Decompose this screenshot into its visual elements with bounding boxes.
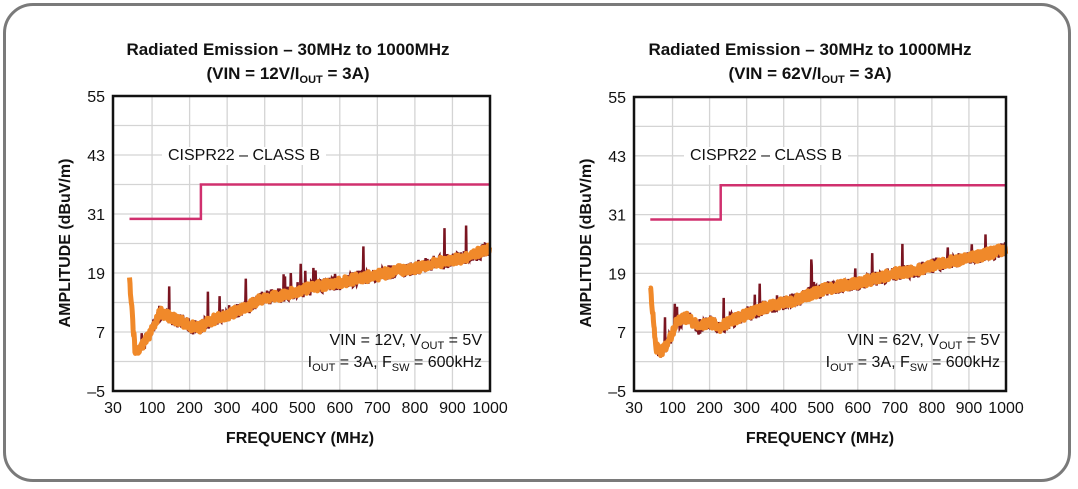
chart-2-title-line: Radiated Emission – 30MHz to 1000MHz	[648, 40, 972, 59]
x-tick-label: 700	[364, 400, 391, 417]
x-tick-label: 600	[844, 400, 871, 417]
chart-1-y-axis-label: AMPLITUDE (dBuV/m)	[57, 158, 74, 328]
chart-2-annotation: VIN = 62V, VOUT = 5V IOUT = 3A, FSW = 60…	[825, 332, 1000, 374]
chart-2-title: Radiated Emission – 30MHz to 1000MHz (VI…	[550, 38, 1070, 86]
chart-2-limit-label: CISPR22 – CLASS B	[684, 147, 849, 165]
x-tick-label: 200	[176, 400, 203, 417]
emission-trace	[127, 242, 492, 356]
chart-2-y-axis-label: AMPLITUDE (dBuV/m)	[578, 158, 595, 328]
x-tick-label: 400	[770, 400, 797, 417]
x-tick-label: 500	[807, 400, 834, 417]
cispr22-limit-line	[650, 183, 1006, 221]
x-tick-label: 600	[326, 400, 353, 417]
y-tick-label: 55	[608, 90, 626, 107]
x-tick-label: 900	[439, 400, 466, 417]
x-tick-label: 100	[139, 400, 166, 417]
plot-border	[632, 95, 1008, 393]
x-tick-label: 100	[659, 400, 686, 417]
cispr22-limit-line	[129, 183, 490, 221]
y-tick-label: 19	[87, 266, 105, 283]
plot-border	[111, 94, 492, 393]
x-tick-label: 1000	[988, 400, 1024, 417]
y-tick-label: –5	[608, 384, 626, 401]
x-tick-label: 400	[251, 400, 278, 417]
x-tick-label: 500	[289, 400, 316, 417]
x-tick-label: 300	[733, 400, 760, 417]
x-tick-label: 300	[214, 400, 241, 417]
y-tick-label: 7	[617, 325, 626, 342]
chart-2-subtitle: (VIN = 62V/IOUT = 3A)	[728, 64, 892, 86]
chart-1: 55 43 31 19 7 –530 100 200 300 400 500 600 700 800 900…	[87, 89, 508, 417]
chart-1-title: Radiated Emission – 30MHz to 1000MHz (VI…	[28, 38, 548, 86]
x-tick-label: 700	[881, 400, 908, 417]
x-tick-label: 900	[956, 400, 983, 417]
figure-frame	[3, 3, 1071, 482]
chart-1-title-line: Radiated Emission – 30MHz to 1000MHz	[126, 40, 450, 59]
chart-1-x-axis-label: FREQUENCY (MHz)	[225, 430, 375, 447]
y-tick-label: 19	[608, 266, 626, 283]
chart-1-limit-label: CISPR22 – CLASS B	[162, 147, 327, 165]
x-tick-label: 30	[625, 400, 643, 417]
chart-1-annotation: VIN = 12V, VOUT = 5V IOUT = 3A, FSW = 60…	[307, 332, 482, 374]
y-tick-label: 43	[87, 148, 105, 165]
y-tick-label: 43	[608, 149, 626, 166]
y-tick-label: 31	[608, 208, 626, 225]
x-tick-label: 200	[696, 400, 723, 417]
chart-1-subtitle: (VIN = 12V/IOUT = 3A)	[206, 64, 370, 86]
x-tick-label: 800	[402, 400, 429, 417]
y-tick-label: 7	[96, 325, 105, 342]
x-tick-label: 800	[919, 400, 946, 417]
x-tick-label: 1000	[472, 400, 508, 417]
chart-2-x-axis-label: FREQUENCY (MHz)	[745, 430, 895, 447]
chart-2: 55 43 31 19 7 –530 100 200 300 400 500 600 700 800 900…	[608, 90, 1024, 417]
y-tick-label: –5	[87, 384, 105, 401]
x-tick-label: 30	[104, 400, 122, 417]
emission-trace	[648, 243, 1009, 358]
y-tick-label: 55	[87, 89, 105, 106]
y-tick-label: 31	[87, 207, 105, 224]
